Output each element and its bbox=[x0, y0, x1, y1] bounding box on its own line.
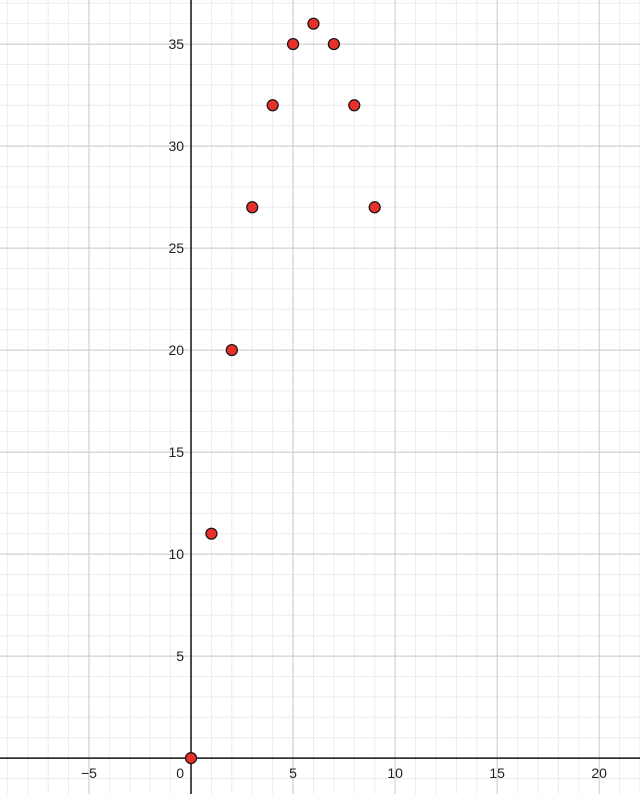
data-point bbox=[266, 99, 279, 112]
data-point bbox=[225, 343, 238, 357]
x-tick-label: 0 bbox=[176, 765, 184, 781]
x-tick-label: 20 bbox=[591, 765, 607, 781]
y-tick-label: 25 bbox=[168, 240, 184, 256]
x-tick-label: 15 bbox=[489, 765, 505, 781]
data-point bbox=[246, 201, 259, 214]
x-tick-label: −5 bbox=[81, 765, 97, 781]
data-point bbox=[205, 527, 218, 540]
y-tick-label: 5 bbox=[176, 648, 184, 664]
y-tick-label: 30 bbox=[168, 138, 184, 154]
data-point bbox=[184, 751, 198, 765]
y-tick-label: 35 bbox=[168, 36, 184, 52]
data-point bbox=[368, 201, 381, 214]
x-tick-label: 5 bbox=[289, 765, 297, 781]
data-point bbox=[286, 37, 300, 51]
y-tick-label: 20 bbox=[168, 342, 184, 358]
data-point bbox=[307, 17, 320, 30]
data-point bbox=[327, 37, 340, 51]
y-tick-label: 15 bbox=[168, 444, 184, 460]
data-point bbox=[348, 99, 361, 112]
data-points bbox=[184, 17, 381, 765]
y-tick-label: 10 bbox=[168, 546, 184, 562]
x-tick-label: 10 bbox=[387, 765, 403, 781]
